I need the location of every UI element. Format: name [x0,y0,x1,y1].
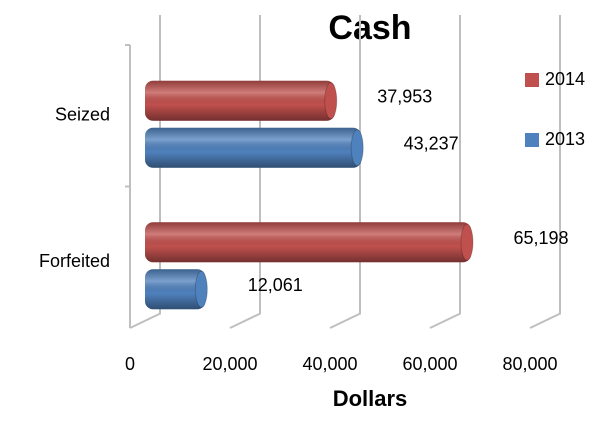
legend-swatch [525,133,539,147]
data-label: 43,237 [404,134,459,154]
x-axis-title: Dollars [333,386,408,411]
legend-swatch [525,73,539,87]
x-tick-label: 80,000 [502,354,557,374]
x-tick-label: 20,000 [202,354,257,374]
y-tick-label: Forfeited [39,251,110,271]
data-label: 37,953 [377,87,432,107]
x-tick-label: 0 [125,354,135,374]
bar-cap [194,270,208,308]
x-tick-label: 40,000 [302,354,357,374]
x-tick-label: 60,000 [402,354,457,374]
grid-line [329,15,361,329]
bar-shade [145,269,206,310]
bar-shade [145,222,471,263]
grid-line [429,15,461,329]
bar-shade [145,127,362,168]
bar-shade [145,80,335,121]
grid-line [529,15,561,329]
legend-label: 2013 [545,129,585,149]
bar-cap [350,129,364,167]
chart-title: Cash [328,9,411,47]
y-tick-label: Seized [55,105,110,125]
bar-cap [460,223,474,261]
bar-cap [324,82,338,120]
data-label: 65,198 [513,228,568,248]
legend-label: 2014 [545,69,585,89]
data-label: 12,061 [248,275,303,295]
